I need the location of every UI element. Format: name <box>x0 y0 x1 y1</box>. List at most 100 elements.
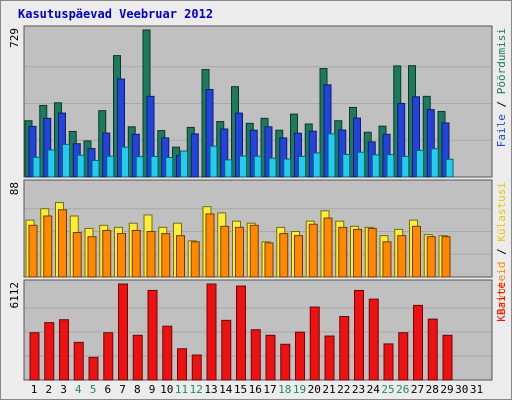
x-tick-label: 5 <box>90 383 97 396</box>
x-tick-label: 10 <box>160 383 173 396</box>
bar-k-lastusi-day-11 <box>180 150 188 178</box>
bar-k-lastusi-day-1 <box>32 156 41 178</box>
x-tick-label: 12 <box>190 383 203 396</box>
bar-kbaite-day-29 <box>442 334 453 381</box>
bar-arvuteid-day-1 <box>28 224 38 278</box>
legend-visits: Külastusi <box>495 182 508 242</box>
bar-kbaite-day-16 <box>250 329 261 381</box>
x-tick-label: 26 <box>396 383 409 396</box>
bar-kbaite-day-27 <box>413 304 423 381</box>
bar-arvuteid-day-23 <box>353 228 362 278</box>
legend-middle: Arvuteid / Külastusi <box>495 182 508 314</box>
x-tick-label: 14 <box>219 383 233 396</box>
legend-top: Faile / Pöördumisi <box>495 28 508 147</box>
x-tick-label: 31 <box>470 383 483 396</box>
bar-kbaite-day-18 <box>280 343 291 381</box>
bar-kbaite-day-19 <box>295 331 305 381</box>
bar-k-lastusi-day-7 <box>121 146 129 178</box>
bar-k-lastusi-day-15 <box>239 155 247 178</box>
x-axis-labels: 1 2 3 4 5 6 7 8 9 10 11 12 13 14 15 16 17 18 19 20 21 22 23 24 2… <box>31 383 483 396</box>
bar-kbaite-day-12 <box>191 354 202 381</box>
bar-kbaite-day-9 <box>147 289 158 381</box>
bar-k-lastusi-day-8 <box>135 156 144 178</box>
bar-arvuteid-day-15 <box>235 226 244 278</box>
bar-kbaite-day-7 <box>118 283 128 381</box>
bar-k-lastusi-day-20 <box>312 152 321 178</box>
x-tick-label: 13 <box>204 383 217 396</box>
bar-kbaite-day-10 <box>162 325 173 381</box>
bar-k-lastusi-day-16 <box>253 155 262 178</box>
bar-arvuteid-day-9 <box>146 231 156 278</box>
x-tick-label: 4 <box>75 383 82 396</box>
x-tick-label: 3 <box>60 383 67 396</box>
bar-k-lastusi-day-26 <box>401 155 410 178</box>
x-tick-label: 22 <box>337 383 350 396</box>
chart-title: Kasutuspäevad Veebruar 2012 <box>18 7 213 21</box>
x-tick-label: 15 <box>234 383 247 396</box>
legend-hosts: Arvuteid <box>495 261 508 314</box>
ymax-label-top: 729 <box>8 28 21 48</box>
x-tick-label: 8 <box>134 383 141 396</box>
bar-arvuteid-day-2 <box>43 215 53 278</box>
x-tick-label: 16 <box>249 383 262 396</box>
bar-kbaite-day-5 <box>88 356 99 381</box>
x-tick-label: 7 <box>119 383 126 396</box>
bar-arvuteid-day-6 <box>102 229 112 278</box>
bar-arvuteid-day-17 <box>264 242 274 278</box>
bar-arvuteid-day-12 <box>190 241 200 278</box>
legend-files: Faile <box>495 114 508 147</box>
bar-arvuteid-day-25 <box>382 241 392 278</box>
bar-kbaite-day-14 <box>221 319 232 381</box>
bar-kbaite-day-6 <box>103 332 114 381</box>
ymax-label-middle: 88 <box>8 182 21 195</box>
bar-kbaite-day-8 <box>132 334 143 381</box>
x-tick-label: 30 <box>455 383 468 396</box>
x-tick-label: 6 <box>104 383 111 396</box>
bar-kbaite-day-21 <box>324 335 335 381</box>
x-tick-label: 19 <box>293 383 306 396</box>
bar-k-lastusi-day-2 <box>47 149 56 178</box>
legend-sep-middle: / <box>495 242 508 262</box>
bar-arvuteid-day-16 <box>249 224 259 278</box>
bar-k-lastusi-day-13 <box>209 145 218 178</box>
bar-kbaite-day-28 <box>427 318 438 381</box>
bar-arvuteid-day-21 <box>323 217 333 278</box>
bar-arvuteid-day-10 <box>161 233 171 278</box>
panel-bottom <box>23 279 493 381</box>
x-tick-label: 2 <box>45 383 52 396</box>
bar-arvuteid-day-28 <box>426 236 436 278</box>
bar-k-lastusi-day-19 <box>298 155 306 178</box>
x-tick-label: 17 <box>263 383 276 396</box>
bar-kbaite-day-13 <box>206 283 217 381</box>
bar-arvuteid-day-27 <box>412 225 421 278</box>
bar-k-lastusi-day-22 <box>342 153 351 178</box>
ymax-label-bottom: 6112 <box>8 282 21 309</box>
x-tick-label: 1 <box>31 383 38 396</box>
bar-arvuteid-day-13 <box>205 213 215 278</box>
bar-kbaite-day-2 <box>44 322 55 381</box>
bar-k-lastusi-day-24 <box>371 154 380 178</box>
bar-k-lastusi-day-14 <box>224 159 233 178</box>
bar-kbaite-day-25 <box>383 343 394 381</box>
x-tick-label: 25 <box>381 383 394 396</box>
bar-kbaite-day-3 <box>59 319 69 381</box>
bar-k-lastusi-day-23 <box>357 151 365 178</box>
bar-arvuteid-day-8 <box>131 229 141 278</box>
legend-bottom: KBaite <box>495 282 508 322</box>
bar-k-lastusi-day-27 <box>416 149 424 178</box>
x-tick-label: 24 <box>367 383 381 396</box>
bar-kbaite-day-24 <box>368 298 379 381</box>
bar-arvuteid-day-18 <box>279 233 289 278</box>
bar-k-lastusi-day-18 <box>283 158 292 178</box>
bar-arvuteid-day-4 <box>72 232 82 278</box>
legend-kbytes: KBaite <box>495 282 508 322</box>
bar-kbaite-day-11 <box>177 348 187 381</box>
bar-arvuteid-day-19 <box>294 235 303 278</box>
bar-k-lastusi-day-21 <box>327 133 336 178</box>
bar-arvuteid-day-22 <box>338 226 348 278</box>
panel-top <box>23 25 493 178</box>
x-tick-label: 29 <box>440 383 453 396</box>
bar-arvuteid-day-24 <box>367 227 377 278</box>
x-tick-label: 21 <box>322 383 335 396</box>
